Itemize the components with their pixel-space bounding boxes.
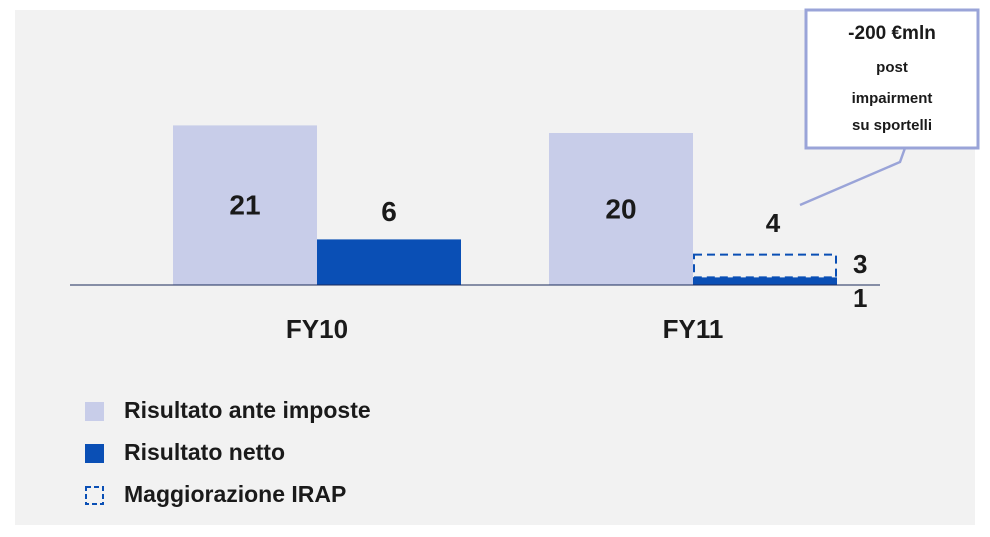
bar bbox=[549, 133, 693, 285]
callout-pointer bbox=[799, 147, 907, 207]
callout-text: su sportelli bbox=[852, 117, 932, 134]
total-label: 4 bbox=[766, 208, 781, 238]
callout-text: post bbox=[876, 59, 908, 76]
callout-box bbox=[804, 8, 980, 150]
value-label: 1 bbox=[853, 283, 867, 313]
bar bbox=[693, 253, 837, 279]
value-label: 3 bbox=[853, 249, 867, 279]
value-label: 21 bbox=[229, 190, 260, 221]
callout-text: impairment bbox=[852, 90, 933, 107]
legend-swatch bbox=[85, 402, 104, 421]
callout-text: -200 €mln bbox=[848, 23, 936, 44]
x-tick-label: FY10 bbox=[286, 314, 348, 344]
legend-swatch bbox=[85, 486, 104, 505]
bar bbox=[317, 239, 461, 285]
bar bbox=[693, 277, 837, 285]
legend-label: Maggiorazione IRAP bbox=[124, 481, 346, 507]
legend-swatch bbox=[85, 444, 104, 463]
bar bbox=[173, 125, 317, 286]
value-label: 6 bbox=[381, 196, 397, 227]
legend-label: Risultato ante imposte bbox=[124, 397, 371, 423]
value-label: 20 bbox=[605, 193, 636, 224]
legend-label: Risultato netto bbox=[124, 439, 285, 465]
x-tick-label: FY11 bbox=[663, 314, 724, 344]
